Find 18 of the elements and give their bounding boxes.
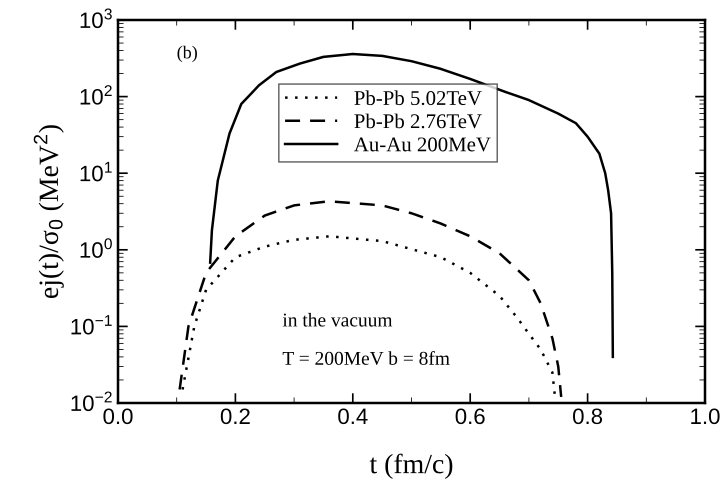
x-tick-label: 0.4 [338, 408, 368, 424]
annotation: (b) [177, 46, 197, 62]
annotation: T = 200MeV b = 8fm [282, 351, 450, 365]
y-tick-label: 10$^{−1}$ [72, 315, 112, 335]
y-tick-label: 10$^{2}$ [80, 85, 112, 105]
legend-label: Pb-Pb 5.02TeV [354, 90, 482, 106]
legend-label: Au-Au 200MeV [354, 137, 491, 152]
x-tick-label: 0.8 [573, 408, 602, 424]
x-tick-label: 0.2 [220, 408, 250, 424]
legend-label: Pb-Pb 2.76TeV [354, 114, 482, 128]
annotation: in the vacuum [282, 312, 392, 327]
y-tick-label: 10$^{1}$ [80, 162, 112, 182]
x-axis-title: t (fm/c) [370, 454, 452, 480]
y-axis-title: ej(t)/σ$_{0}$ (MeV$^{2}$) [34, 125, 64, 298]
y-tick-label: 10$^{0}$ [80, 238, 112, 258]
x-tick-label: 1.0 [691, 408, 720, 424]
x-tick-label: 0.6 [456, 408, 485, 424]
y-tick-label: 10$^{3}$ [80, 8, 112, 28]
